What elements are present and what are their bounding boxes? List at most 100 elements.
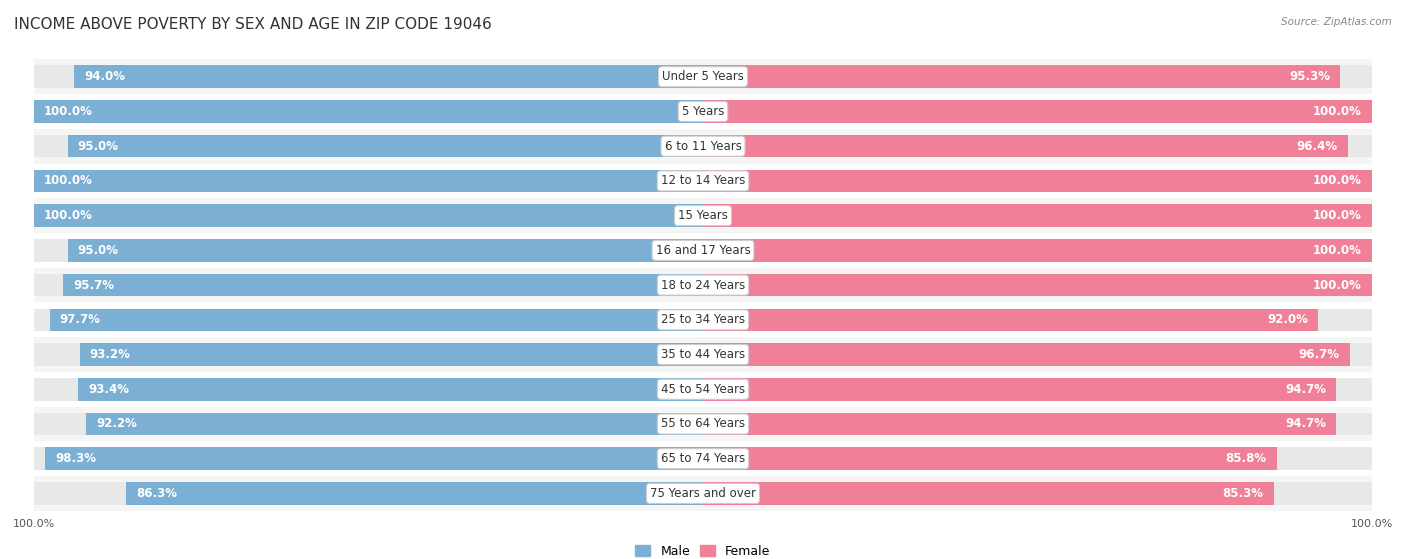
- Text: 86.3%: 86.3%: [136, 487, 177, 500]
- Bar: [34, 482, 703, 505]
- Text: 96.4%: 96.4%: [1296, 140, 1337, 153]
- Text: 97.7%: 97.7%: [59, 313, 100, 326]
- Bar: [703, 482, 1274, 505]
- Text: 100.0%: 100.0%: [44, 174, 93, 187]
- Text: 95.3%: 95.3%: [1289, 70, 1330, 83]
- Text: 98.3%: 98.3%: [55, 452, 97, 465]
- Text: 100.0%: 100.0%: [44, 209, 93, 222]
- Bar: [86, 413, 703, 435]
- Text: 25 to 34 Years: 25 to 34 Years: [661, 313, 745, 326]
- Bar: [34, 239, 703, 262]
- Text: 16 and 17 Years: 16 and 17 Years: [655, 244, 751, 257]
- Bar: [703, 482, 1372, 505]
- Bar: [34, 447, 703, 470]
- Text: INCOME ABOVE POVERTY BY SEX AND AGE IN ZIP CODE 19046: INCOME ABOVE POVERTY BY SEX AND AGE IN Z…: [14, 17, 492, 32]
- Bar: [703, 378, 1372, 401]
- Bar: [34, 59, 1372, 94]
- Bar: [703, 100, 1372, 123]
- Text: 93.2%: 93.2%: [90, 348, 131, 361]
- Bar: [34, 135, 703, 158]
- Text: 75 Years and over: 75 Years and over: [650, 487, 756, 500]
- Bar: [34, 100, 703, 123]
- Bar: [703, 343, 1350, 366]
- Bar: [34, 343, 703, 366]
- Text: 100.0%: 100.0%: [1313, 244, 1362, 257]
- Bar: [125, 482, 703, 505]
- Legend: Male, Female: Male, Female: [630, 540, 776, 559]
- Bar: [34, 406, 1372, 442]
- Bar: [49, 309, 703, 331]
- Bar: [703, 309, 1319, 331]
- Bar: [34, 274, 703, 296]
- Bar: [703, 169, 1372, 192]
- Bar: [34, 205, 703, 227]
- Text: 55 to 64 Years: 55 to 64 Years: [661, 418, 745, 430]
- Bar: [703, 413, 1372, 435]
- Bar: [703, 205, 1372, 227]
- Bar: [34, 100, 703, 123]
- Bar: [703, 135, 1348, 158]
- Text: 100.0%: 100.0%: [44, 105, 93, 118]
- Text: Source: ZipAtlas.com: Source: ZipAtlas.com: [1281, 17, 1392, 27]
- Bar: [80, 343, 703, 366]
- Bar: [67, 239, 703, 262]
- Text: 94.7%: 94.7%: [1285, 383, 1326, 396]
- Bar: [703, 447, 1372, 470]
- Bar: [34, 302, 1372, 337]
- Bar: [703, 447, 1277, 470]
- Text: 92.2%: 92.2%: [97, 418, 138, 430]
- Text: 92.0%: 92.0%: [1267, 313, 1309, 326]
- Bar: [34, 378, 703, 401]
- Bar: [34, 164, 1372, 198]
- Bar: [703, 413, 1337, 435]
- Text: Under 5 Years: Under 5 Years: [662, 70, 744, 83]
- Bar: [703, 274, 1372, 296]
- Bar: [703, 65, 1372, 88]
- Bar: [34, 372, 1372, 406]
- Text: 96.7%: 96.7%: [1299, 348, 1340, 361]
- Bar: [34, 413, 703, 435]
- Bar: [67, 135, 703, 158]
- Bar: [34, 476, 1372, 511]
- Bar: [703, 239, 1372, 262]
- Bar: [703, 239, 1372, 262]
- Text: 100.0%: 100.0%: [1313, 278, 1362, 292]
- Text: 5 Years: 5 Years: [682, 105, 724, 118]
- Bar: [63, 274, 703, 296]
- Bar: [34, 205, 703, 227]
- Bar: [34, 337, 1372, 372]
- Text: 35 to 44 Years: 35 to 44 Years: [661, 348, 745, 361]
- Bar: [34, 198, 1372, 233]
- Text: 12 to 14 Years: 12 to 14 Years: [661, 174, 745, 187]
- Bar: [34, 268, 1372, 302]
- Bar: [703, 169, 1372, 192]
- Text: 45 to 54 Years: 45 to 54 Years: [661, 383, 745, 396]
- Bar: [703, 343, 1372, 366]
- Text: 85.8%: 85.8%: [1226, 452, 1267, 465]
- Text: 94.7%: 94.7%: [1285, 418, 1326, 430]
- Text: 18 to 24 Years: 18 to 24 Years: [661, 278, 745, 292]
- Bar: [34, 233, 1372, 268]
- Text: 95.0%: 95.0%: [77, 140, 118, 153]
- Text: 93.4%: 93.4%: [89, 383, 129, 396]
- Bar: [34, 309, 703, 331]
- Text: 94.0%: 94.0%: [84, 70, 125, 83]
- Text: 6 to 11 Years: 6 to 11 Years: [665, 140, 741, 153]
- Bar: [703, 135, 1372, 158]
- Text: 95.0%: 95.0%: [77, 244, 118, 257]
- Bar: [34, 169, 703, 192]
- Text: 85.3%: 85.3%: [1222, 487, 1264, 500]
- Bar: [34, 169, 703, 192]
- Bar: [703, 205, 1372, 227]
- Text: 100.0%: 100.0%: [1313, 105, 1362, 118]
- Text: 100.0%: 100.0%: [1313, 209, 1362, 222]
- Bar: [34, 442, 1372, 476]
- Bar: [703, 100, 1372, 123]
- Text: 100.0%: 100.0%: [1313, 174, 1362, 187]
- Text: 15 Years: 15 Years: [678, 209, 728, 222]
- Bar: [79, 378, 703, 401]
- Text: 95.7%: 95.7%: [73, 278, 114, 292]
- Bar: [703, 274, 1372, 296]
- Bar: [34, 129, 1372, 164]
- Bar: [34, 65, 703, 88]
